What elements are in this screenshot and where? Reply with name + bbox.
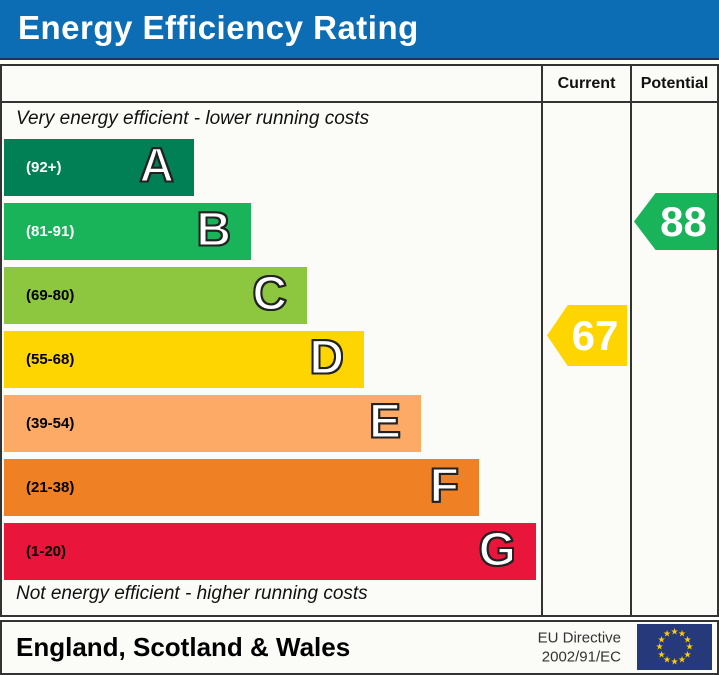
- energy-rating-chart: Current Potential Very energy efficient …: [0, 64, 719, 617]
- eu-flag-icon: ★ ★ ★ ★ ★ ★ ★ ★ ★ ★ ★ ★: [637, 624, 712, 670]
- eu-directive-line1: EU Directive: [537, 629, 621, 646]
- potential-rating-arrow: 88: [634, 193, 717, 250]
- band-e: (39-54) E: [4, 395, 421, 452]
- potential-rating-value: 88: [660, 197, 707, 245]
- band-a: (92+) A: [4, 139, 194, 196]
- column-header-current: Current: [557, 74, 616, 92]
- band-range-label: (21-38): [26, 479, 75, 496]
- band-range-label: (39-54): [26, 415, 75, 432]
- eu-directive-line2: 2002/91/EC: [541, 648, 621, 666]
- bottom-note: Not energy efficient - higher running co…: [16, 583, 368, 604]
- band-d: (55-68) D: [4, 331, 364, 388]
- region-label: England, Scotland & Wales: [16, 632, 351, 662]
- band-range-label: (69-80): [26, 287, 75, 304]
- potential-column-divider: [630, 66, 632, 615]
- current-column-divider: [541, 66, 543, 615]
- band-letter: F: [429, 459, 460, 513]
- band-letter: G: [478, 523, 517, 577]
- column-header-potential: Potential: [640, 74, 709, 92]
- eu-directive-label: EU Directive 2002/91/EC: [538, 628, 621, 667]
- band-letter: B: [195, 203, 232, 257]
- header-divider: [2, 101, 717, 103]
- band-range-label: (55-68): [26, 351, 75, 368]
- band-c: (69-80) C: [4, 267, 307, 324]
- top-note: Very energy efficient - lower running co…: [16, 108, 370, 129]
- band-letter: A: [138, 139, 175, 193]
- page-title: Energy Efficiency Rating: [18, 9, 419, 47]
- current-rating-value: 67: [571, 311, 619, 359]
- band-f: (21-38) F: [4, 459, 479, 516]
- footer-bar: England, Scotland & Wales EU Directive 2…: [0, 620, 719, 675]
- band-b: (81-91) B: [4, 203, 251, 260]
- band-letter: D: [308, 331, 345, 385]
- band-range-label: (1-20): [26, 543, 67, 560]
- current-rating-arrow: 67: [547, 305, 627, 366]
- title-bar: Energy Efficiency Rating: [0, 0, 719, 60]
- band-g: (1-20) G: [4, 523, 536, 580]
- band-range-label: (81-91): [26, 223, 75, 240]
- band-range-label: (92+): [26, 159, 62, 176]
- band-letter: C: [251, 267, 288, 321]
- band-letter: E: [368, 395, 402, 449]
